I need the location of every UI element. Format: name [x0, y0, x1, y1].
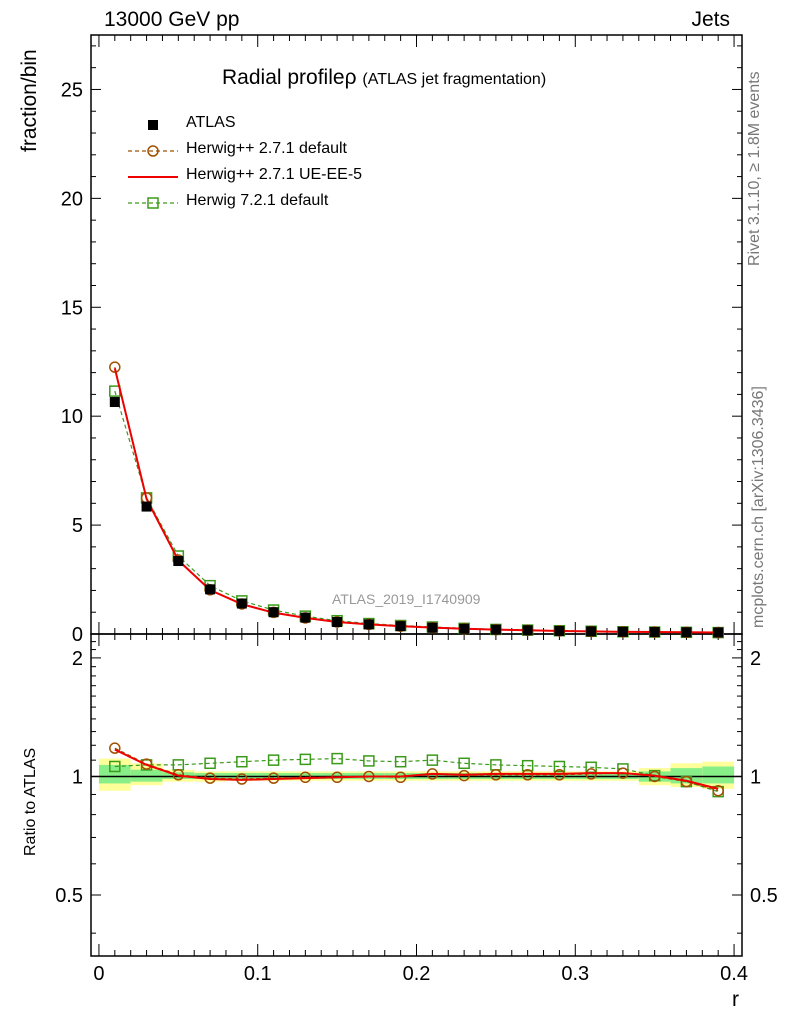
x-axis-label: r	[732, 988, 739, 1011]
data-point-atlas	[713, 627, 724, 638]
chart-title-text: Radial profile	[222, 66, 345, 89]
y-tick-label-top: 15	[61, 297, 83, 319]
data-point-herwig7-default	[331, 752, 343, 765]
data-point-herwigpp-default	[109, 742, 121, 754]
data-point-herwig7-default	[109, 760, 121, 773]
uncertainty-band-green	[98, 764, 131, 784]
y-tick-label-top: 10	[61, 406, 83, 428]
data-point-herwig7-default	[553, 760, 566, 773]
y-tick-label-ratio: 1	[72, 766, 83, 788]
y-axis-label-ratio: Ratio to ATLAS	[22, 747, 39, 856]
chart-subtitle: (ATLAS jet fragmentation)	[362, 71, 547, 88]
data-point-atlas	[173, 556, 184, 567]
series-line-herwig-2-7-1-ue-ee-5	[114, 748, 719, 790]
y-tick-label-top: 25	[61, 79, 83, 101]
y-tick-label-ratio: 0.5	[55, 885, 83, 907]
data-point-herwig7-default	[458, 757, 470, 770]
data-point-herwig7-default	[363, 755, 375, 767]
y-tick-label-ratio-right: 0.5	[750, 885, 778, 907]
uncertainty-band-green	[702, 766, 735, 784]
data-point-herwig7-default	[521, 759, 534, 772]
legend-marker-herwigpp-ueee5	[128, 176, 178, 178]
x-tick-label: 0.2	[403, 963, 431, 985]
legend-label-herwig7-default: Herwig 7.2.1 default	[186, 192, 329, 209]
legend-marker-herwigpp-default	[128, 145, 178, 157]
analysis-watermark: ATLAS_2019_I1740909	[332, 591, 481, 607]
data-point-atlas	[522, 625, 533, 636]
y-tick-label-top: 0	[72, 624, 83, 646]
data-point-herwigpp-default	[712, 784, 724, 797]
x-tick-label: 0.3	[561, 963, 589, 985]
data-point-herwig7-default	[204, 757, 216, 770]
chart-title: Radial profileρ (ATLAS jet fragmentation…	[222, 66, 546, 90]
data-point-atlas	[617, 626, 628, 637]
data-point-atlas	[395, 621, 406, 632]
chart-title-symbol: ρ	[344, 66, 357, 89]
rivet-label: Rivet 3.1.10, ≥ 1.8M events	[746, 71, 763, 266]
legend-marker-atlas	[148, 120, 158, 130]
data-point-atlas	[332, 617, 343, 628]
data-point-atlas	[681, 627, 692, 638]
data-point-atlas	[427, 622, 438, 633]
x-tick-label: 0	[93, 963, 104, 985]
data-point-herwig7-default	[426, 754, 439, 766]
data-point-atlas	[205, 584, 216, 595]
legend-marker-herwig7-default	[128, 197, 178, 209]
y-axis-label-top: fraction/bin	[18, 49, 41, 152]
data-point-atlas	[109, 397, 120, 408]
data-point-atlas	[236, 598, 247, 609]
y-tick-label-ratio-right: 2	[750, 648, 761, 670]
data-point-herwig7-default	[299, 753, 312, 766]
y-tick-label-ratio-right: 1	[750, 766, 761, 788]
data-point-herwigpp-default	[140, 758, 153, 770]
y-tick-label-top: 5	[72, 515, 83, 537]
legend-label-herwigpp-ueee5: Herwig++ 2.7.1 UE-EE-5	[186, 166, 363, 183]
series-line-herwig-2-7-1-ue-ee-5	[113, 368, 719, 634]
data-point-herwig7-default	[394, 755, 407, 768]
data-point-atlas	[300, 612, 311, 623]
legend-label-atlas: ATLAS	[186, 114, 236, 131]
y-tick-label-top: 20	[61, 188, 83, 210]
data-point-atlas	[586, 626, 597, 637]
legend-label-herwigpp-default: Herwig++ 2.7.1 default	[186, 140, 347, 157]
data-point-atlas	[649, 627, 660, 638]
data-point-atlas	[141, 501, 152, 512]
data-point-atlas	[459, 623, 470, 634]
data-point-atlas	[490, 624, 501, 635]
header-right: Jets	[691, 8, 730, 31]
data-point-atlas	[554, 625, 565, 636]
x-tick-label: 0.4	[720, 963, 748, 985]
data-point-herwig7-default	[236, 755, 248, 768]
x-tick-label: 0.1	[244, 963, 272, 985]
mcplots-label: mcplots.cern.ch [arXiv:1306.3436]	[750, 386, 767, 628]
data-point-herwig7-default	[267, 754, 280, 766]
data-point-atlas	[268, 607, 279, 618]
y-tick-label-ratio: 2	[72, 648, 83, 670]
ratio-plot-frame	[90, 633, 743, 957]
header-left: 13000 GeV pp	[104, 8, 240, 31]
data-point-atlas	[363, 619, 374, 630]
